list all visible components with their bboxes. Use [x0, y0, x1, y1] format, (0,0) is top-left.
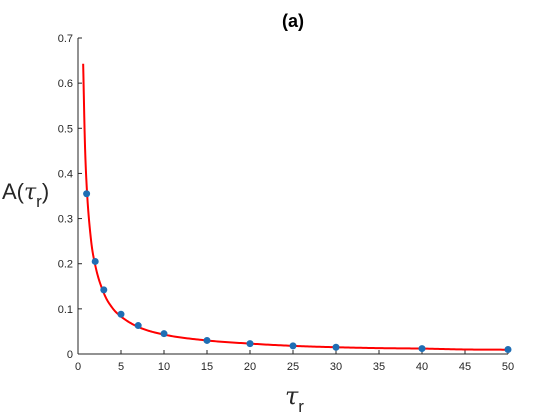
y-tick-label: 0	[67, 349, 73, 361]
x-axis-label-symbol: τ	[285, 382, 299, 410]
data-point	[91, 257, 99, 265]
x-tick-label: 30	[330, 361, 342, 373]
fit-curve-line	[82, 63, 509, 351]
y-tick-label: 0.5	[58, 123, 73, 135]
data-point	[160, 330, 168, 338]
data-point	[134, 322, 142, 330]
y-tick-label: 0.4	[58, 168, 73, 180]
x-tick-label: 20	[244, 361, 256, 373]
x-axis-label: τr	[285, 382, 304, 416]
plot-series	[82, 63, 512, 353]
y-axis-label-symbol: τ	[24, 180, 37, 205]
chart-title: (a)	[282, 11, 304, 31]
y-axis-label-suffix: )	[42, 179, 49, 204]
x-tick-label: 10	[158, 361, 170, 373]
data-point	[203, 336, 211, 344]
data-point	[117, 310, 125, 318]
y-tick-label: 0.2	[58, 259, 73, 271]
x-tick-label: 45	[459, 361, 471, 373]
axes: 0 5 10 15 20 25 30 35 40 45 50 0 0.1 0.2 0.3 0.4 0.5 0.6 0…	[58, 33, 514, 373]
y-axis-label-prefix: A(	[2, 179, 25, 204]
x-axis-label-subscript: r	[298, 397, 304, 416]
x-tick-label: 15	[201, 361, 213, 373]
x-tick-label: 5	[118, 361, 124, 373]
data-point	[332, 343, 340, 351]
data-point	[418, 345, 426, 353]
axis-labels: A(τr) τr	[2, 179, 304, 416]
data-point	[504, 345, 512, 353]
y-axis-label-subscript: r	[36, 192, 42, 211]
y-tick-label: 0.6	[58, 78, 73, 90]
x-tick-label: 25	[287, 361, 299, 373]
x-tick-label: 40	[416, 361, 428, 373]
data-point	[246, 340, 254, 348]
data-point	[100, 286, 108, 294]
y-tick-label: 0.7	[58, 33, 73, 45]
x-tick-label: 35	[373, 361, 385, 373]
data-point	[289, 342, 297, 350]
x-tick-label: 0	[75, 361, 81, 373]
y-axis-label: A(τr)	[2, 179, 49, 211]
data-point	[83, 190, 91, 198]
y-tick-label: 0.3	[58, 214, 73, 226]
x-tick-label: 50	[502, 361, 514, 373]
y-tick-label: 0.1	[58, 304, 73, 316]
